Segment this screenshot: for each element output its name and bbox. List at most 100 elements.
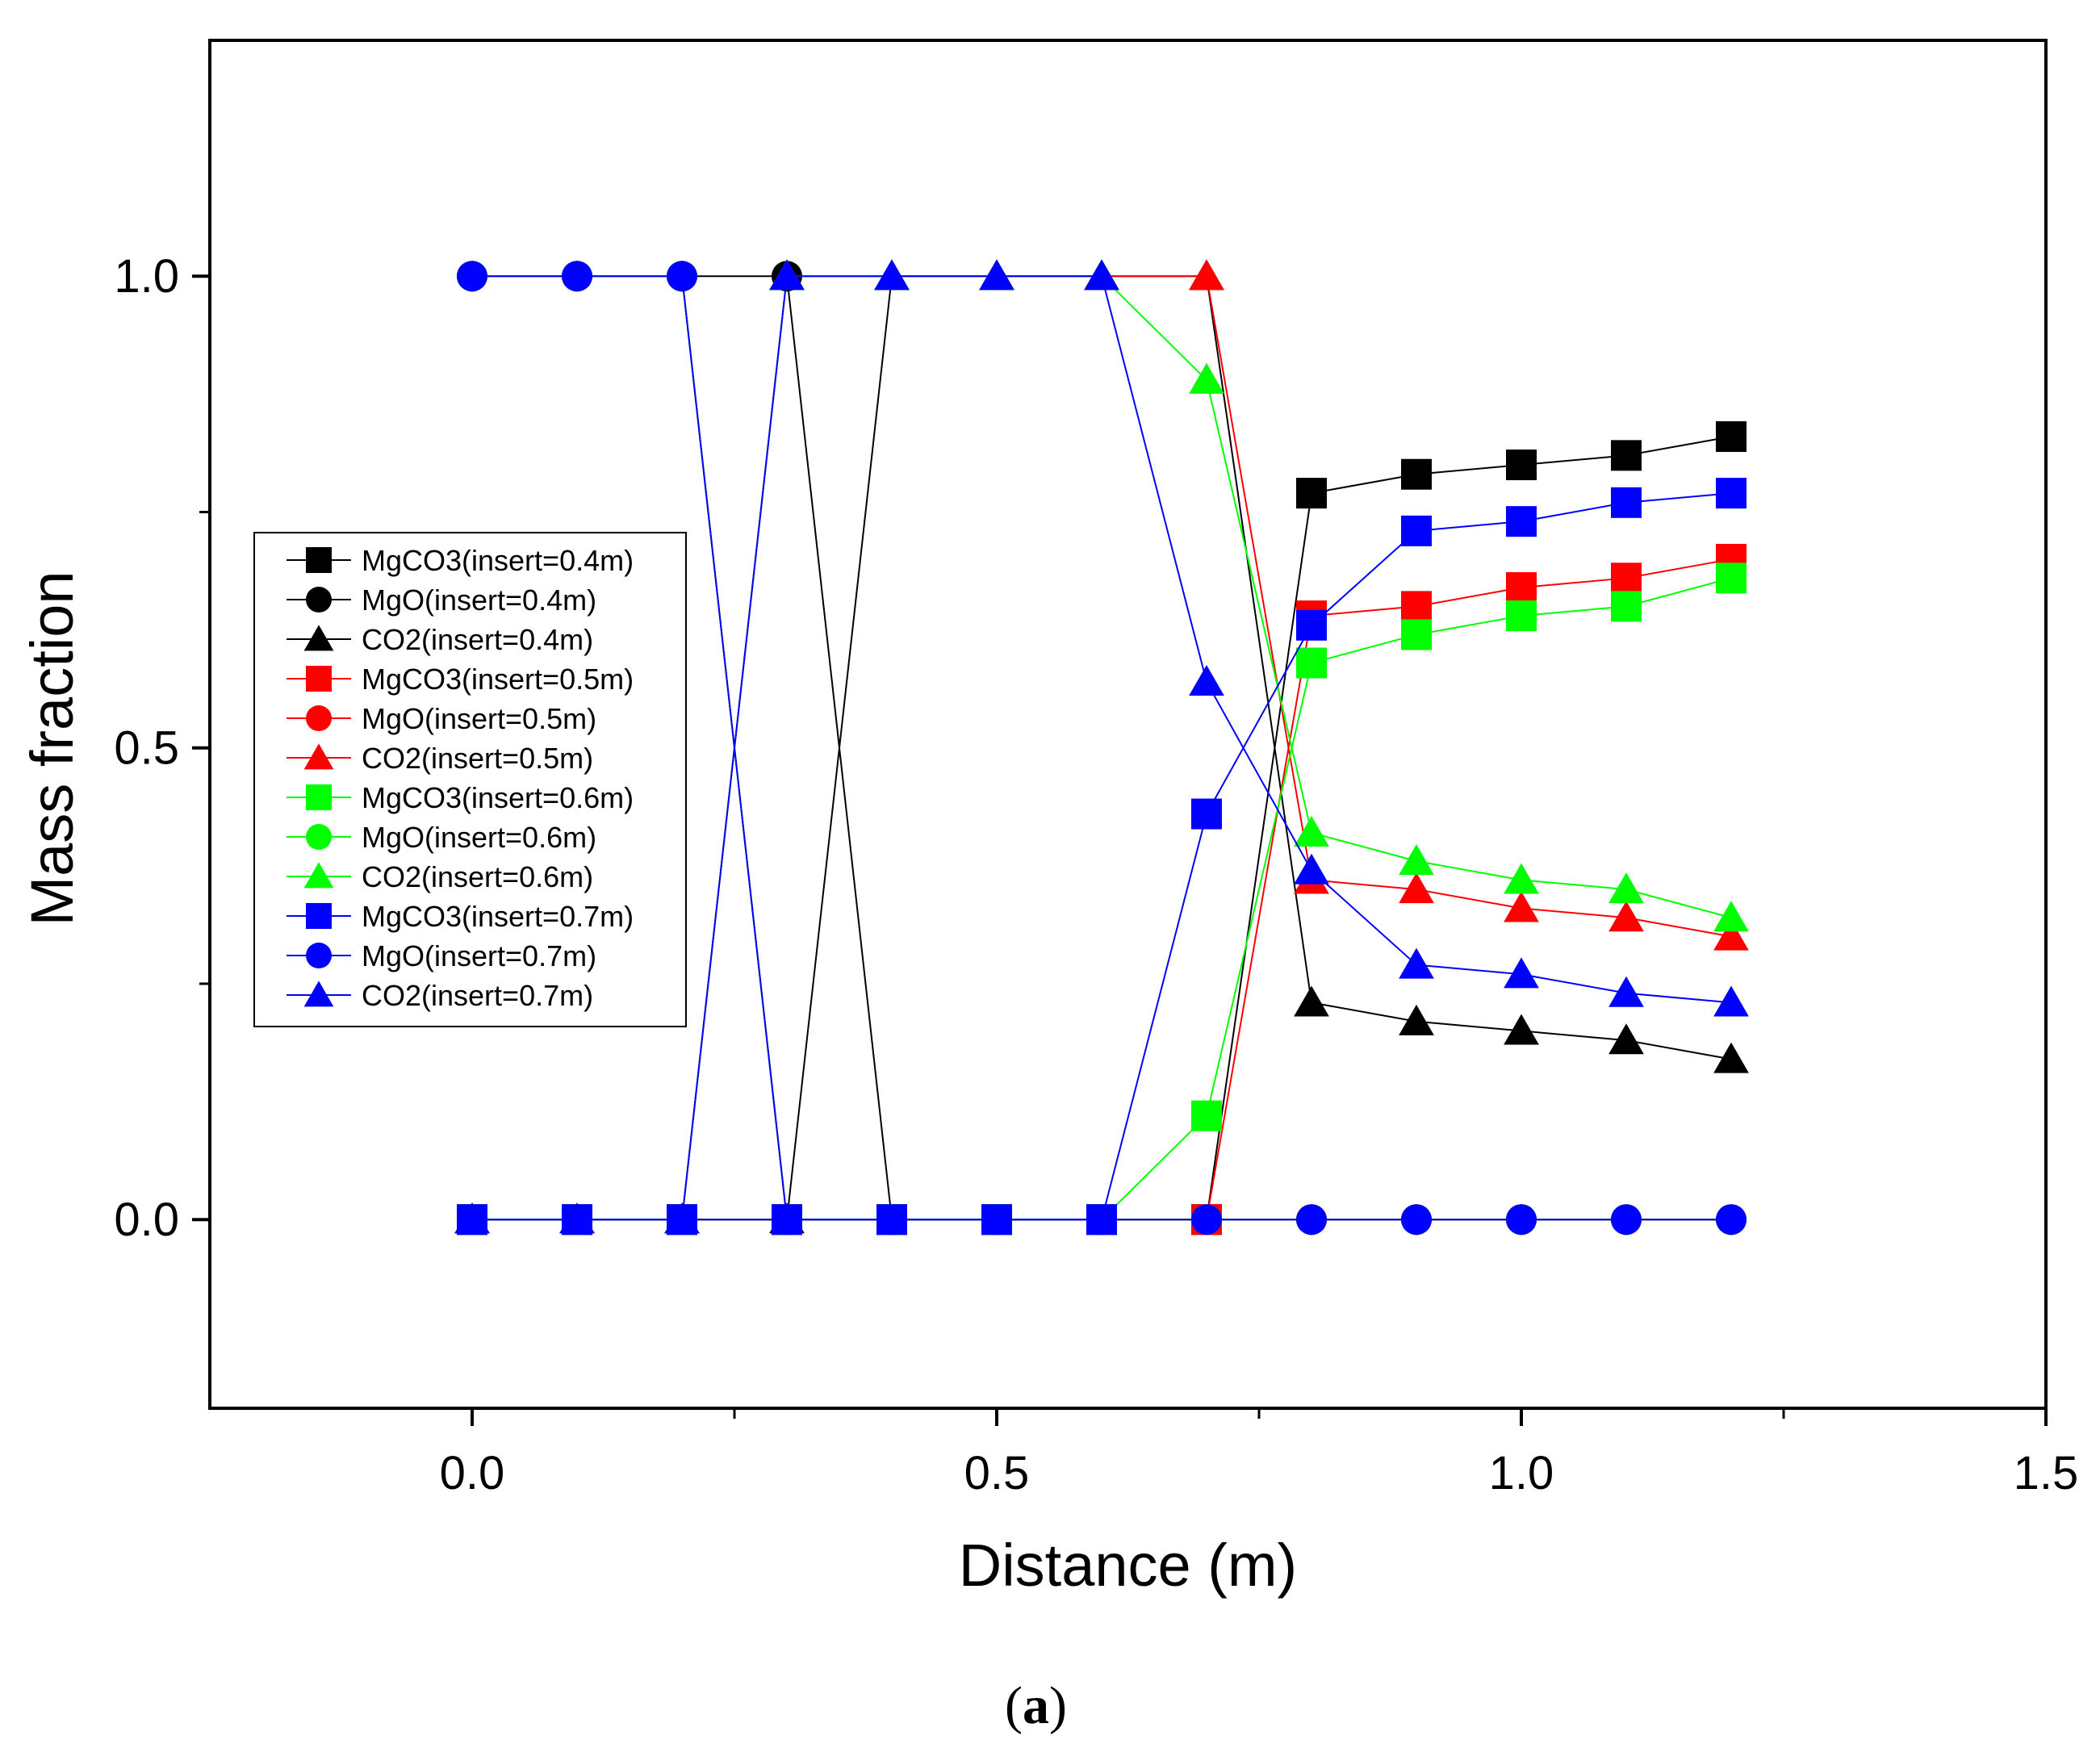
data-point-mgco3-insert-0-6m bbox=[1611, 591, 1642, 622]
data-point-mgo-insert-0-7m bbox=[1716, 1204, 1747, 1236]
figure-caption: (a) bbox=[1005, 1676, 1067, 1735]
series-layer bbox=[454, 259, 1749, 1236]
legend-label: MgCO3(insert=0.5m) bbox=[362, 663, 634, 696]
legend-label: MgCO3(insert=0.4m) bbox=[362, 544, 634, 577]
data-point-mgco3-insert-0-4m bbox=[1506, 450, 1537, 481]
data-point-mgco3-insert-0-6m bbox=[1296, 647, 1327, 679]
data-point-co2-insert-0-7m bbox=[1294, 853, 1329, 884]
x-tick-label: 0.5 bbox=[964, 1447, 1030, 1499]
legend: MgCO3(insert=0.4m) MgO(insert=0.4m) CO2(in… bbox=[253, 532, 687, 1027]
legend-marker bbox=[306, 784, 332, 810]
legend-item-mgo-insert-0-6m: MgO(insert=0.6m) bbox=[287, 821, 596, 854]
data-point-mgco3-insert-0-7m bbox=[1506, 506, 1537, 537]
data-point-mgo-insert-0-7m bbox=[981, 1204, 1012, 1236]
data-point-co2-insert-0-7m bbox=[664, 1202, 700, 1234]
data-point-co2-insert-0-5m bbox=[1189, 259, 1224, 291]
x-tick-label: 1.5 bbox=[2014, 1447, 2079, 1499]
data-point-co2-insert-0-6m bbox=[1608, 872, 1644, 904]
y-tick-label: 1.0 bbox=[114, 250, 179, 303]
data-point-mgco3-insert-0-4m bbox=[1611, 440, 1642, 471]
data-point-mgco3-insert-0-5m bbox=[1611, 562, 1642, 594]
data-point-co2-insert-0-4m bbox=[1608, 1023, 1644, 1055]
x-axis-label: Distance (m) bbox=[959, 1532, 1297, 1599]
data-point-mgo-insert-0-7m bbox=[1191, 1204, 1222, 1236]
data-point-mgco3-insert-0-4m bbox=[1716, 420, 1747, 452]
data-point-co2-insert-0-4m bbox=[1504, 1014, 1539, 1045]
y-tick-label: 0.5 bbox=[114, 722, 179, 775]
data-point-co2-insert-0-4m bbox=[1399, 1004, 1434, 1035]
legend-label: MgO(insert=0.5m) bbox=[362, 702, 596, 735]
data-point-mgco3-insert-0-6m bbox=[1716, 562, 1747, 594]
legend-label: CO2(insert=0.5m) bbox=[362, 742, 593, 775]
legend-marker bbox=[306, 666, 332, 692]
data-point-co2-insert-0-7m bbox=[559, 1202, 595, 1234]
legend-item-mgo-insert-0-5m: MgO(insert=0.5m) bbox=[287, 702, 596, 735]
legend-marker bbox=[306, 547, 332, 573]
data-point-co2-insert-0-6m bbox=[1189, 362, 1224, 394]
data-point-co2-insert-0-4m bbox=[1713, 1042, 1749, 1073]
legend-marker bbox=[306, 943, 332, 968]
data-point-co2-insert-0-4m bbox=[1294, 985, 1329, 1017]
legend-item-co2-insert-0-6m: CO2(insert=0.6m) bbox=[287, 860, 593, 893]
data-point-mgco3-insert-0-7m bbox=[1296, 609, 1327, 641]
data-point-mgco3-insert-0-7m bbox=[1611, 487, 1642, 518]
data-point-co2-insert-0-5m bbox=[1504, 891, 1539, 922]
data-point-mgo-insert-0-7m bbox=[1506, 1204, 1537, 1236]
data-point-mgo-insert-0-7m bbox=[667, 261, 697, 292]
series-mgo-insert-0-7m bbox=[457, 261, 1747, 1236]
x-tick-label: 0.0 bbox=[440, 1447, 505, 1499]
data-point-mgco3-insert-0-6m bbox=[1191, 1100, 1222, 1131]
legend-marker bbox=[303, 625, 334, 651]
legend-item-mgco3-insert-0-4m: MgCO3(insert=0.4m) bbox=[287, 544, 634, 577]
data-point-co2-insert-0-6m bbox=[1294, 816, 1329, 847]
data-point-mgo-insert-0-7m bbox=[1296, 1204, 1327, 1236]
data-point-co2-insert-0-7m bbox=[1189, 664, 1224, 696]
data-point-co2-insert-0-7m bbox=[769, 259, 805, 291]
y-axis-label: Mass fraction bbox=[19, 571, 86, 926]
data-point-mgco3-insert-0-7m bbox=[1191, 798, 1222, 830]
legend-item-co2-insert-0-7m: CO2(insert=0.7m) bbox=[287, 979, 593, 1012]
data-point-co2-insert-0-6m bbox=[1713, 901, 1749, 932]
data-point-mgo-insert-0-7m bbox=[1611, 1204, 1642, 1236]
data-point-mgo-insert-0-7m bbox=[562, 261, 592, 292]
data-point-mgco3-insert-0-5m bbox=[1506, 572, 1537, 603]
data-point-mgo-insert-0-7m bbox=[1401, 1204, 1432, 1236]
data-point-mgco3-insert-0-6m bbox=[1506, 600, 1537, 632]
data-point-mgco3-insert-0-4m bbox=[1401, 458, 1432, 490]
data-point-co2-insert-0-7m bbox=[454, 1202, 490, 1234]
legend-marker bbox=[303, 743, 334, 770]
legend-label: CO2(insert=0.4m) bbox=[362, 623, 593, 656]
data-point-co2-insert-0-7m bbox=[874, 259, 910, 291]
legend-item-co2-insert-0-4m: CO2(insert=0.4m) bbox=[287, 623, 593, 656]
data-point-co2-insert-0-7m bbox=[1504, 957, 1539, 989]
legend-item-mgco3-insert-0-7m: MgCO3(insert=0.7m) bbox=[287, 900, 634, 933]
legend-marker bbox=[306, 824, 332, 850]
legend-marker bbox=[306, 705, 332, 731]
data-point-co2-insert-0-5m bbox=[1713, 919, 1749, 951]
data-point-co2-insert-0-7m bbox=[1608, 976, 1644, 1007]
data-point-mgco3-insert-0-6m bbox=[1401, 619, 1432, 650]
data-point-co2-insert-0-6m bbox=[1504, 863, 1539, 894]
data-point-mgo-insert-0-7m bbox=[772, 1204, 802, 1236]
data-point-co2-insert-0-5m bbox=[1399, 872, 1434, 904]
series-co2-insert-0-7m bbox=[454, 259, 1749, 1234]
axis-layer: 0.0 0.5 1.0 1.5 0.0 0.5 1.0 bbox=[114, 250, 2078, 1499]
legend-marker bbox=[306, 587, 332, 613]
legend-label: MgCO3(insert=0.7m) bbox=[362, 900, 634, 933]
legend-item-mgco3-insert-0-6m: MgCO3(insert=0.6m) bbox=[287, 781, 634, 814]
legend-marker bbox=[306, 903, 332, 929]
data-point-mgo-insert-0-7m bbox=[457, 261, 487, 292]
data-point-mgo-insert-0-7m bbox=[876, 1204, 907, 1236]
legend-item-mgo-insert-0-7m: MgO(insert=0.7m) bbox=[287, 939, 596, 972]
data-point-co2-insert-0-7m bbox=[979, 259, 1014, 291]
legend-label: MgO(insert=0.4m) bbox=[362, 583, 596, 617]
legend-label: MgCO3(insert=0.6m) bbox=[362, 781, 634, 814]
data-point-mgco3-insert-0-7m bbox=[1401, 515, 1432, 546]
legend-box bbox=[253, 532, 687, 1027]
legend-marker bbox=[303, 862, 334, 889]
legend-label: MgO(insert=0.7m) bbox=[362, 939, 596, 972]
legend-label: CO2(insert=0.7m) bbox=[362, 979, 593, 1012]
legend-marker bbox=[303, 981, 334, 1007]
plot-frame bbox=[208, 39, 2048, 1410]
